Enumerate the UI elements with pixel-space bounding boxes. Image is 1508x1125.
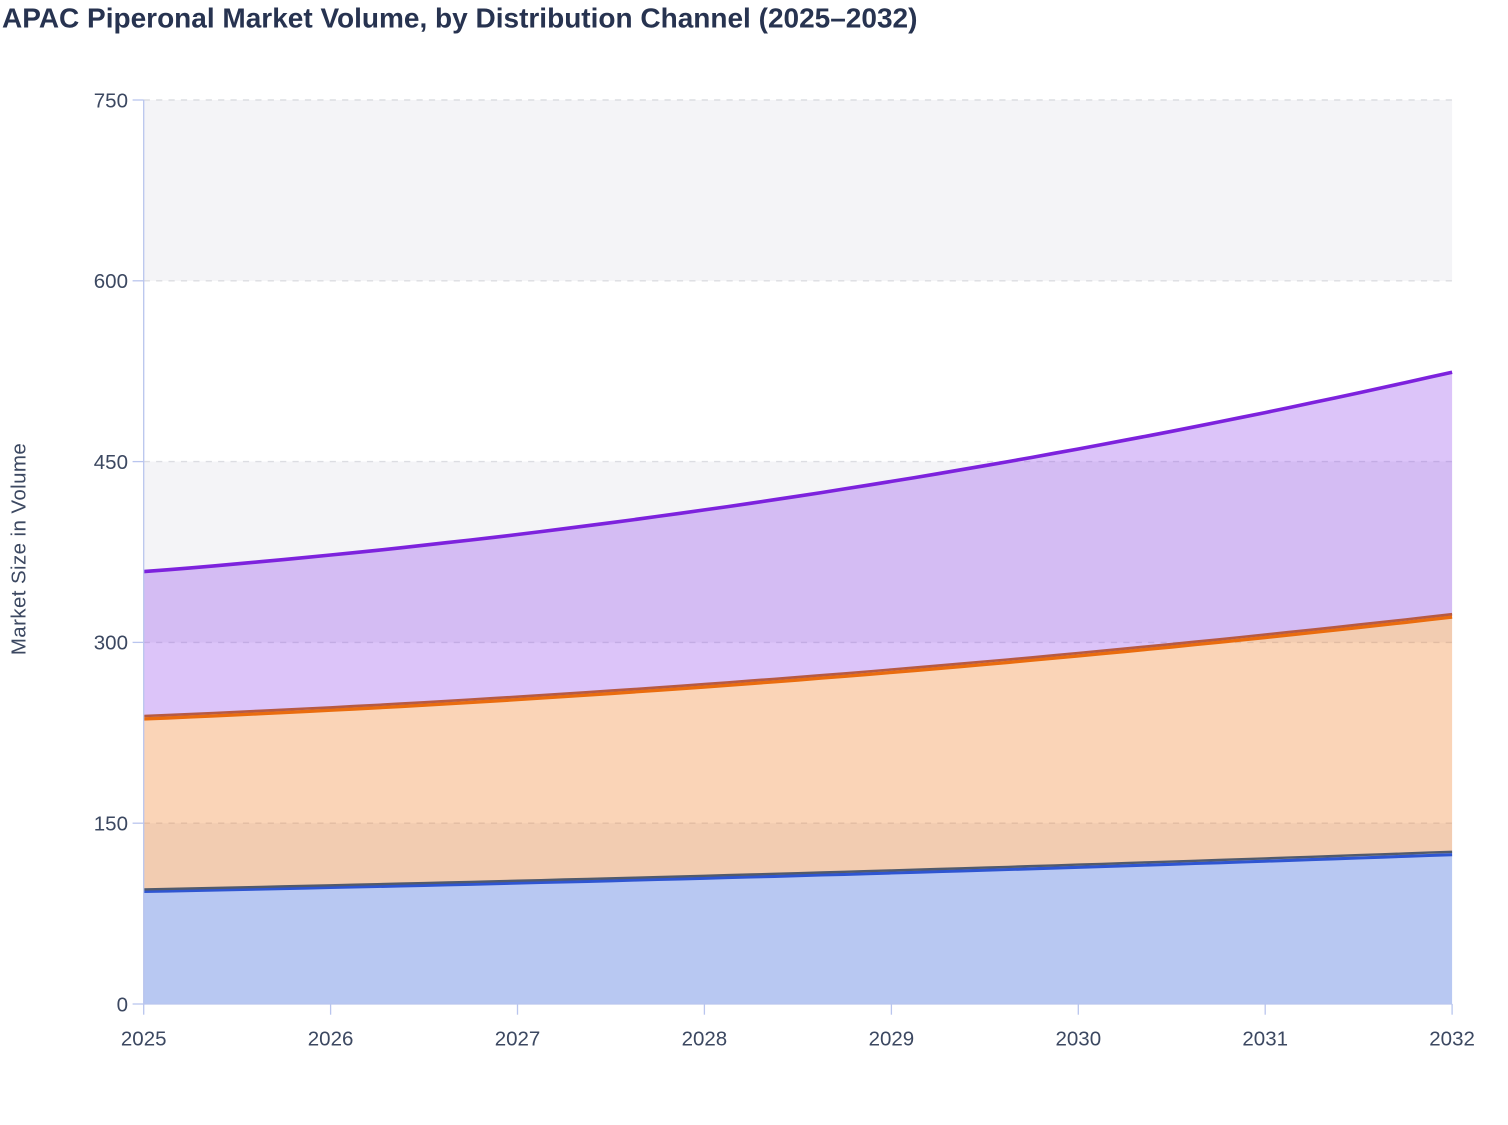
svg-text:300: 300 [94,632,128,655]
svg-text:2032: 2032 [1429,1027,1475,1050]
svg-text:150: 150 [94,813,128,836]
svg-text:Market Size in Volume: Market Size in Volume [8,443,31,655]
svg-text:2031: 2031 [1242,1027,1288,1050]
svg-text:450: 450 [94,451,128,474]
svg-text:0: 0 [117,993,128,1016]
svg-text:600: 600 [94,270,128,293]
svg-text:2030: 2030 [1055,1027,1101,1050]
svg-text:750: 750 [94,89,128,112]
svg-text:2027: 2027 [495,1027,541,1050]
svg-text:2026: 2026 [308,1027,354,1050]
svg-text:2028: 2028 [682,1027,728,1050]
svg-text:2029: 2029 [869,1027,915,1050]
svg-text:APAC Piperonal Market Volume,: APAC Piperonal Market Volume, by Distrib… [2,3,917,34]
svg-text:2025: 2025 [121,1027,167,1050]
